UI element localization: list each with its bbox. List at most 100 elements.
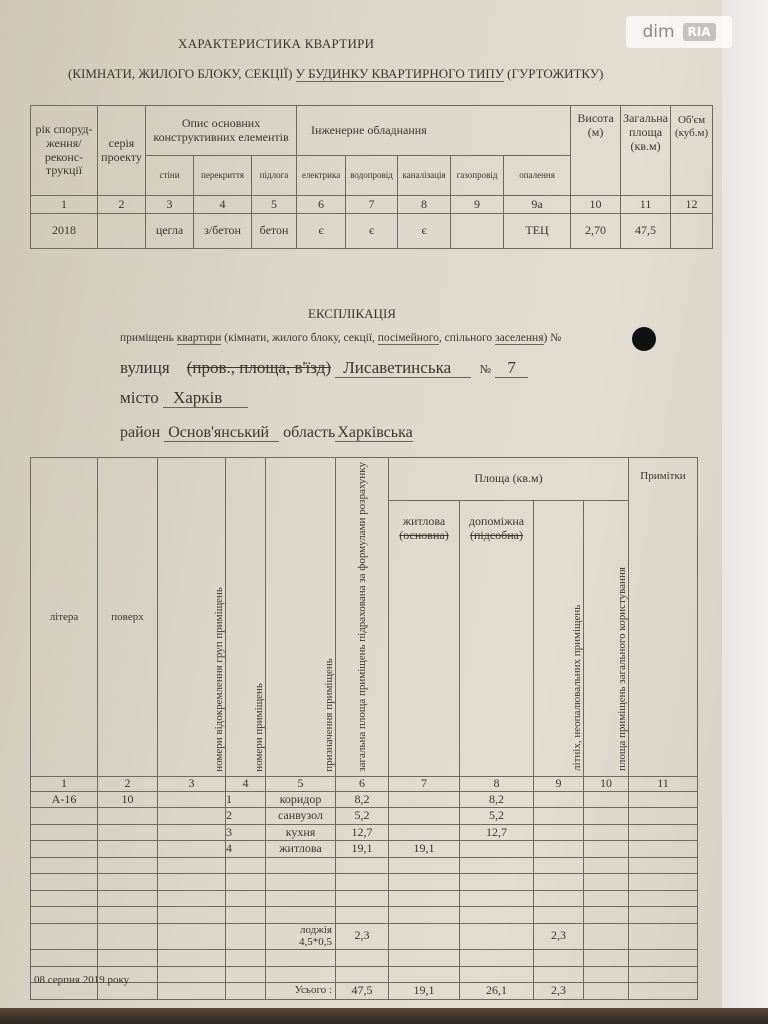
table-cell xyxy=(459,922,534,951)
table-cell xyxy=(583,856,629,875)
table-cell xyxy=(388,873,460,891)
table-cell xyxy=(157,823,226,842)
table-row xyxy=(30,873,698,891)
table-cell xyxy=(335,906,389,924)
table-cell xyxy=(335,873,389,891)
table-row xyxy=(30,856,698,875)
column-number-cell: 9 xyxy=(533,775,584,792)
col-groups: номери відокремлення груп приміщень xyxy=(157,457,226,777)
table-cell xyxy=(335,889,389,908)
data-cell: є xyxy=(296,213,347,249)
table-cell xyxy=(335,965,389,984)
table-cell xyxy=(265,856,336,875)
subheader-cell: електрика xyxy=(296,155,347,196)
table-cell xyxy=(97,840,158,858)
table-cell xyxy=(628,840,698,858)
group-area: Площа (кв.м) xyxy=(388,457,629,501)
table-cell xyxy=(30,922,98,951)
table-cell xyxy=(225,922,266,951)
table-cell xyxy=(583,840,629,858)
col-purpose: призначення приміщень xyxy=(265,457,336,777)
document-title: ХАРАКТЕРИСТИКА КВАРТИРИ xyxy=(178,36,375,51)
table-cell xyxy=(583,823,629,842)
column-number-cell: 1 xyxy=(30,775,98,792)
table-cell xyxy=(583,922,629,951)
table-cell xyxy=(533,889,584,908)
table-row xyxy=(30,889,698,908)
table-cell xyxy=(30,856,98,875)
table-cell xyxy=(225,889,266,908)
table-cell xyxy=(265,949,336,967)
table-cell xyxy=(97,922,158,951)
table-cell xyxy=(157,906,226,924)
group-engineering: Інженерне обладнання xyxy=(296,105,572,156)
table-cell xyxy=(225,906,266,924)
data-cell: ТЕЦ xyxy=(503,213,572,249)
column-number-cell: 2 xyxy=(97,195,146,214)
table-row: 4 житлова 19,1 19,1 xyxy=(30,840,698,858)
table-cell xyxy=(265,873,336,891)
street-value: Лисаветинська xyxy=(335,358,472,378)
table-cell xyxy=(628,949,698,967)
column-number-cell: 8 xyxy=(397,195,452,214)
table-cell: 5,2 xyxy=(459,807,534,825)
column-number-cell: 4 xyxy=(193,195,252,214)
table-cell: 1 xyxy=(225,790,266,809)
region-value: Харківська xyxy=(335,424,413,442)
subheader-cell: водопровід xyxy=(345,155,399,196)
table-cell: 8,2 xyxy=(335,790,389,809)
table-cell xyxy=(97,807,158,825)
data-cell xyxy=(450,213,505,249)
page-edge xyxy=(722,0,768,1024)
table-cell xyxy=(225,982,266,1000)
table-cell xyxy=(533,873,584,891)
redaction-mark xyxy=(632,327,656,351)
total-row: Усього :47,5 19,1 26,1 2,3 xyxy=(30,982,698,1000)
table-cell xyxy=(583,949,629,967)
rooms-table: літера поверх номери відокремлення груп … xyxy=(30,457,698,1000)
table-cell xyxy=(157,856,226,875)
table-cell xyxy=(265,889,336,908)
column-number-cell: 3 xyxy=(145,195,194,214)
column-number-cell: 6 xyxy=(296,195,347,214)
table-cell xyxy=(225,873,266,891)
table-cell xyxy=(459,856,534,875)
characteristics-table: рік споруд-ження/ реконс-трукції серія п… xyxy=(30,105,714,249)
table-cell: 2,3 xyxy=(533,982,584,1000)
col-total: загальна площа приміщень підрахована за … xyxy=(335,457,389,777)
table-cell xyxy=(388,889,460,908)
col-notes: Примітки xyxy=(628,457,698,777)
table-cell: 19,1 xyxy=(388,982,460,1000)
table-cell xyxy=(583,889,629,908)
subheader-cell: газопровід xyxy=(450,155,505,196)
column-number-cell: 5 xyxy=(250,195,298,214)
house-number: 7 xyxy=(495,358,528,378)
table-cell xyxy=(97,823,158,842)
table-cell xyxy=(628,889,698,908)
table-cell xyxy=(225,856,266,875)
data-cell: цегла xyxy=(145,213,194,249)
column-number-cell: 2 xyxy=(97,775,158,792)
data-cell: 2018 xyxy=(30,213,98,249)
table-cell: 47,5 xyxy=(335,982,389,1000)
table-cell: 5,2 xyxy=(335,807,389,825)
table-cell xyxy=(533,807,584,825)
table-cell xyxy=(628,807,698,825)
col-common: площа приміщень загального користування xyxy=(583,500,629,777)
table-cell xyxy=(459,965,534,984)
table-cell xyxy=(335,949,389,967)
col-series: серія проекту xyxy=(97,105,146,196)
table-cell xyxy=(628,790,698,809)
table-cell: 2,3 xyxy=(335,922,389,951)
data-cell: бетон xyxy=(250,213,298,249)
table-cell: 10 xyxy=(97,790,158,809)
table-cell: коридор xyxy=(265,790,336,809)
table-cell xyxy=(459,889,534,908)
table-row xyxy=(30,949,698,967)
table-cell xyxy=(583,807,629,825)
group-structural: Опис основних конструктивних елементів xyxy=(144,105,298,156)
table-cell: 19,1 xyxy=(335,840,389,858)
table-cell xyxy=(459,873,534,891)
subheader-cell: підлога xyxy=(250,155,298,196)
table-cell: 2 xyxy=(225,807,266,825)
